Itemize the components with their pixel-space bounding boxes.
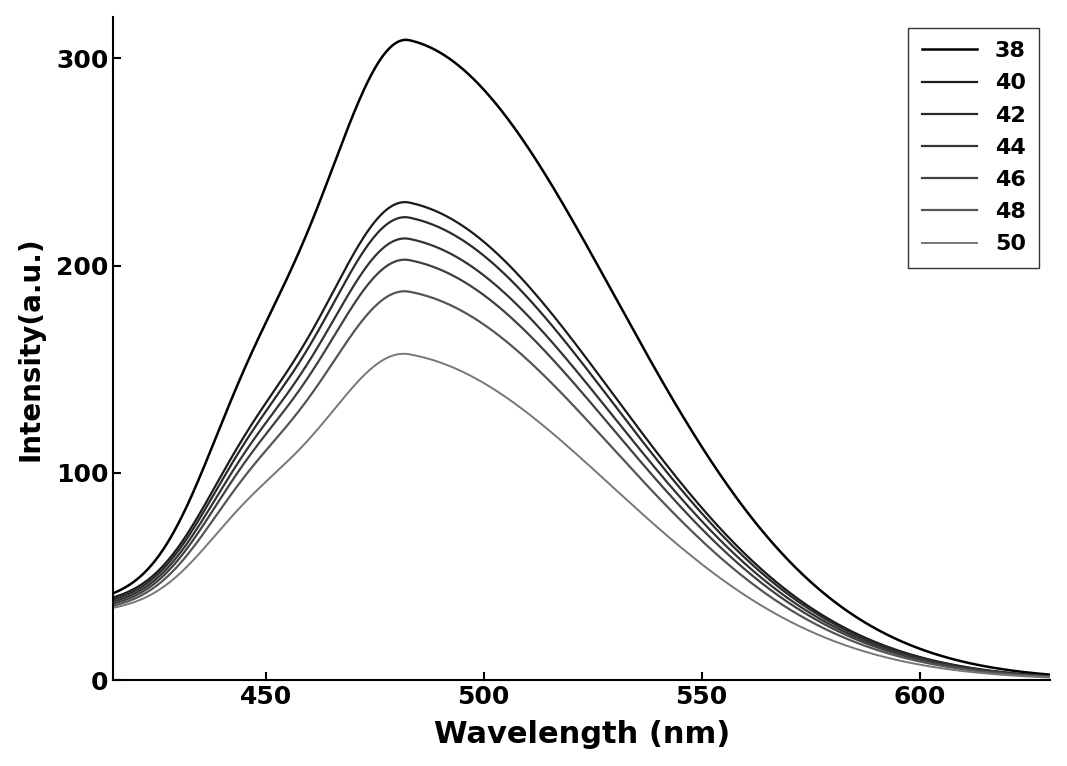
38 bbox=[203, 450, 216, 460]
38 bbox=[521, 141, 534, 150]
38 bbox=[839, 605, 851, 614]
48 bbox=[107, 601, 120, 611]
40 bbox=[203, 493, 216, 502]
40 bbox=[751, 561, 764, 571]
38 bbox=[751, 521, 764, 530]
44 bbox=[839, 627, 851, 637]
46 bbox=[751, 575, 764, 584]
40 bbox=[107, 593, 120, 602]
42 bbox=[521, 292, 534, 301]
40 bbox=[1044, 672, 1056, 681]
42 bbox=[839, 625, 851, 634]
48 bbox=[521, 355, 534, 364]
42 bbox=[203, 499, 216, 508]
Line: 46: 46 bbox=[113, 260, 1050, 676]
40 bbox=[856, 632, 869, 641]
46 bbox=[839, 630, 851, 639]
42 bbox=[487, 259, 499, 268]
46 bbox=[521, 328, 534, 337]
44 bbox=[751, 570, 764, 579]
Line: 40: 40 bbox=[113, 202, 1050, 676]
38 bbox=[487, 96, 499, 105]
38 bbox=[399, 35, 412, 44]
40 bbox=[521, 280, 534, 289]
50 bbox=[751, 599, 764, 608]
46 bbox=[107, 599, 120, 608]
46 bbox=[856, 637, 869, 647]
44 bbox=[398, 234, 411, 243]
Line: 48: 48 bbox=[113, 291, 1050, 677]
Line: 44: 44 bbox=[113, 238, 1050, 676]
44 bbox=[1044, 672, 1056, 681]
40 bbox=[839, 624, 851, 633]
Line: 38: 38 bbox=[113, 40, 1050, 675]
50 bbox=[203, 538, 216, 548]
Y-axis label: Intensity(a.u.): Intensity(a.u.) bbox=[17, 236, 45, 461]
38 bbox=[1044, 670, 1056, 679]
42 bbox=[107, 595, 120, 604]
42 bbox=[751, 565, 764, 574]
38 bbox=[107, 588, 120, 597]
40 bbox=[398, 198, 411, 207]
40 bbox=[487, 245, 499, 254]
48 bbox=[1044, 673, 1056, 682]
50 bbox=[839, 640, 851, 650]
50 bbox=[1044, 673, 1056, 683]
50 bbox=[107, 603, 120, 612]
44 bbox=[487, 278, 499, 287]
48 bbox=[856, 640, 869, 650]
48 bbox=[751, 583, 764, 592]
50 bbox=[521, 408, 534, 417]
42 bbox=[398, 213, 411, 222]
Line: 50: 50 bbox=[113, 354, 1050, 678]
50 bbox=[398, 349, 411, 358]
Legend: 38, 40, 42, 44, 46, 48, 50: 38, 40, 42, 44, 46, 48, 50 bbox=[908, 28, 1039, 268]
50 bbox=[856, 646, 869, 655]
44 bbox=[203, 506, 216, 515]
44 bbox=[107, 597, 120, 606]
46 bbox=[398, 255, 411, 264]
48 bbox=[398, 286, 411, 296]
38 bbox=[856, 616, 869, 625]
48 bbox=[487, 326, 499, 336]
Line: 42: 42 bbox=[113, 218, 1050, 676]
46 bbox=[487, 298, 499, 307]
48 bbox=[839, 633, 851, 643]
X-axis label: Wavelength (nm): Wavelength (nm) bbox=[433, 720, 730, 749]
46 bbox=[1044, 672, 1056, 681]
42 bbox=[856, 633, 869, 642]
44 bbox=[521, 310, 534, 319]
46 bbox=[203, 512, 216, 521]
48 bbox=[203, 522, 216, 531]
44 bbox=[856, 635, 869, 644]
42 bbox=[1044, 672, 1056, 681]
50 bbox=[487, 384, 499, 393]
